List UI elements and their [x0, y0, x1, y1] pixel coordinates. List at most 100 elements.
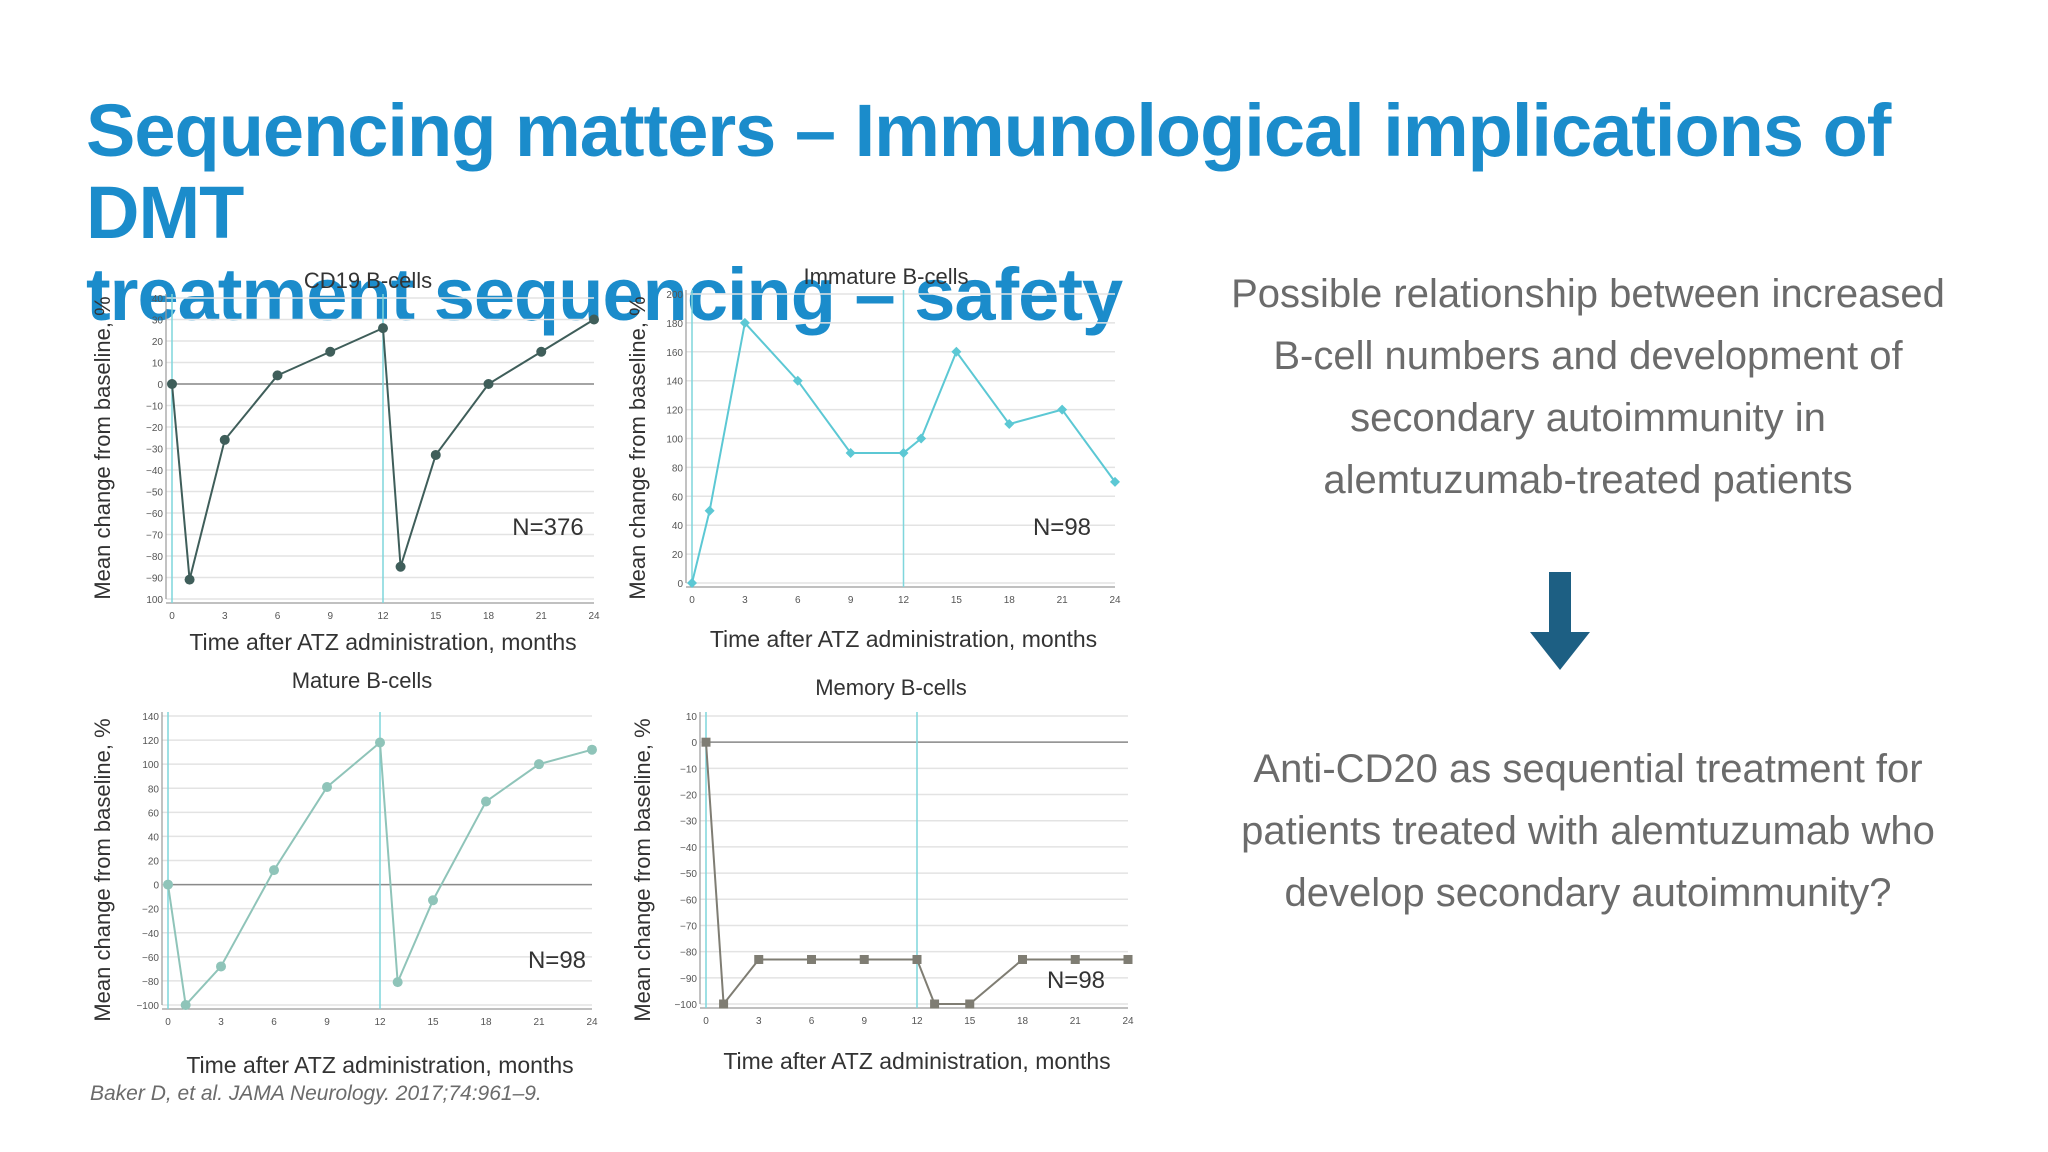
chart1-y-tick-label: −10: [146, 402, 163, 413]
chart4-n-annotation: N=98: [1047, 967, 1105, 994]
chart1-data-point: [483, 379, 494, 389]
relationship-line-2: B-cell numbers and development of: [1273, 334, 1903, 378]
chart3-y-tick-label: −80: [142, 977, 159, 988]
down-arrow-icon: [1530, 572, 1590, 670]
chart4-data-point: [1123, 954, 1133, 964]
chart3-data-point: [534, 759, 544, 770]
chart4-data-point: [1018, 954, 1027, 964]
chart4-y-tick-label: −90: [680, 974, 697, 985]
chart3-y-tick-label: 40: [148, 832, 160, 843]
chart1-y-tick-label: 0: [157, 380, 163, 391]
chart3-y-tick-label: 100: [142, 760, 159, 771]
relationship-line-3: secondary autoimmunity in: [1350, 396, 1826, 440]
chart1-x-tick-label: 12: [377, 611, 389, 622]
chart1-y-tick-label: −40: [146, 466, 163, 477]
chart4-data-point: [701, 737, 711, 747]
chart1-y-tick-label: −70: [146, 531, 163, 542]
chart2-x-tick-label: 3: [742, 595, 748, 606]
question-text: Anti-CD20 as sequential treatment for pa…: [1188, 738, 1988, 924]
citation: Baker D, et al. JAMA Neurology. 2017;74:…: [90, 1082, 542, 1105]
relationship-text: Possible relationship between increased …: [1188, 263, 1988, 511]
chart2-data-point: [1110, 476, 1120, 487]
chart1-y-tick-label: −20: [146, 423, 163, 434]
chart2-x-tick-label: 21: [1057, 595, 1069, 606]
chart3-x-tick-label: 3: [218, 1017, 224, 1028]
relationship-line-1: Possible relationship between increased: [1231, 272, 1945, 316]
chart1-n-annotation: N=376: [512, 514, 583, 541]
chart4-data-point: [719, 999, 729, 1009]
chart3-data-point: [180, 1000, 191, 1010]
chart2-title: Immature B-cells: [803, 264, 968, 289]
chart2-data-point: [739, 317, 750, 328]
chart2-y-tick-label: 140: [666, 377, 683, 388]
chart1-y-tick-label: 20: [152, 337, 164, 348]
chart3-x-tick-label: 12: [374, 1017, 386, 1028]
chart1-data-point: [219, 434, 230, 445]
chart3-data-point: [428, 895, 438, 906]
chart3-y-tick-label: −40: [142, 929, 159, 940]
chart2-y-tick-label: 200: [666, 290, 683, 301]
chart1-y-tick-label: −50: [146, 488, 163, 499]
chart1-x-tick-label: 3: [222, 611, 228, 622]
chart4-x-tick-label: 9: [861, 1016, 867, 1027]
chart3-y-tick-label: 120: [142, 736, 159, 747]
chart2-x-tick-label: 9: [848, 595, 854, 606]
chart1-data-point: [430, 449, 441, 460]
chart4-data-point: [965, 999, 975, 1009]
chart3-y-tick-label: 20: [148, 857, 160, 868]
chart3-y-tick-label: −60: [142, 953, 159, 964]
chart3-x-tick-label: 6: [271, 1017, 277, 1028]
question-line-1: Anti-CD20 as sequential treatment for: [1253, 747, 1923, 791]
chart3-data-point: [375, 737, 385, 748]
chart3-y-tick-label: −20: [142, 905, 159, 916]
chart4-y-axis-label: Mean change from baseline, %: [630, 718, 655, 1021]
chart2-data-point: [792, 375, 803, 386]
chart4-y-tick-label: −100: [674, 1000, 697, 1011]
chart3-x-tick-label: 9: [324, 1017, 330, 1028]
chart2-x-tick-label: 0: [689, 595, 695, 606]
chart3-y-tick-label: 80: [148, 784, 160, 795]
question-line-2: patients treated with alemtuzumab who: [1241, 809, 1935, 853]
chart1-x-tick-label: 18: [483, 611, 495, 622]
chart1-x-tick-label: 0: [169, 611, 175, 622]
chart4-x-tick-label: 12: [911, 1016, 923, 1027]
chart2-data-point: [687, 578, 697, 588]
chart4-y-tick-label: −70: [680, 921, 697, 932]
chart4-title: Memory B-cells: [815, 675, 967, 700]
chart1-y-tick-label: 100: [146, 595, 163, 606]
chart2-data-point: [951, 346, 962, 357]
chart2-data-point: [916, 433, 927, 444]
chart3-y-tick-label: 0: [153, 881, 159, 892]
chart4-y-tick-label: −80: [680, 948, 697, 959]
chart1-y-tick-label: 30: [152, 316, 164, 327]
chart4-y-tick-label: −30: [680, 817, 697, 828]
chart3-x-tick-label: 24: [586, 1017, 598, 1028]
chart1-data-point: [184, 574, 195, 585]
chart2-data-point: [1057, 404, 1068, 415]
chart1-title: CD19 B-cells: [304, 268, 432, 293]
chart4-data-point: [930, 999, 940, 1009]
chart4-x-tick-label: 6: [809, 1016, 815, 1027]
chart4-data-point: [807, 954, 816, 964]
chart4-y-tick-label: −20: [680, 791, 697, 802]
chart3-x-tick-label: 15: [427, 1017, 439, 1028]
chart1-data-point: [272, 370, 283, 381]
relationship-line-4: alemtuzumab-treated patients: [1323, 458, 1853, 502]
chart2-y-tick-label: 60: [672, 492, 684, 503]
chart3-x-tick-label: 0: [165, 1017, 171, 1028]
chart3-y-axis-label: Mean change from baseline, %: [90, 718, 115, 1021]
chart4-data-point: [1070, 954, 1080, 964]
chart2-data-point: [704, 505, 715, 516]
chart3-n-annotation: N=98: [528, 947, 586, 974]
chart1-y-tick-label: −60: [146, 509, 163, 520]
chart3-x-tick-label: 21: [533, 1017, 545, 1028]
chart1-data-point: [167, 379, 177, 389]
chart2-y-tick-label: 80: [672, 463, 684, 474]
chart1-data-point: [589, 314, 599, 325]
chart4-y-tick-label: −10: [680, 764, 697, 775]
chart4-x-tick-label: 3: [756, 1016, 762, 1027]
chart4-y-tick-label: −60: [680, 895, 697, 906]
chart1-x-axis-label: Time after ATZ administration, months: [189, 629, 576, 655]
chart3-x-tick-label: 18: [480, 1017, 492, 1028]
